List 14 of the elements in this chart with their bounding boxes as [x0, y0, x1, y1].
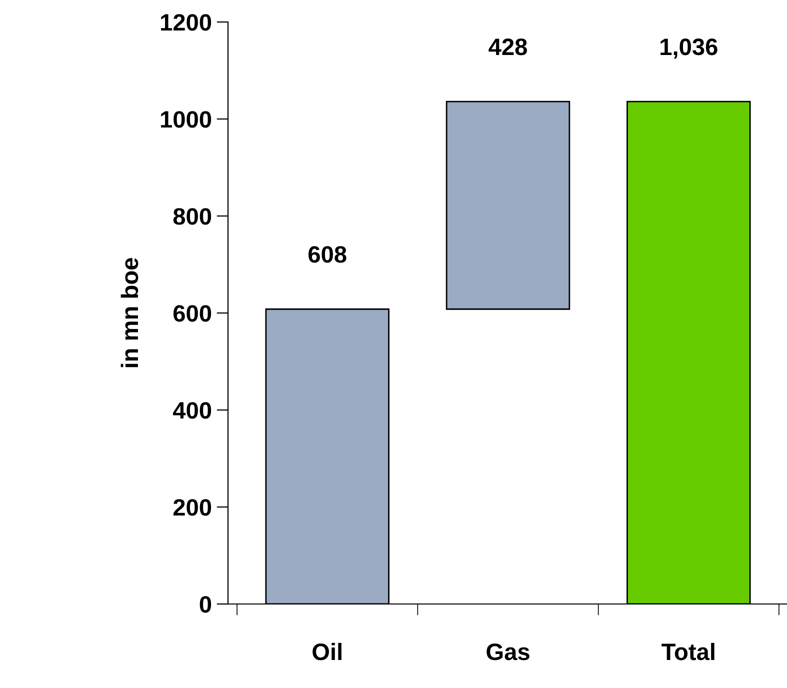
y-tick-label: 800: [173, 208, 212, 225]
data-label: 1,036: [660, 38, 718, 59]
x-tick-label: Oil: [312, 642, 342, 660]
x-tick-label: Gas: [486, 644, 530, 660]
y-tick-label: 1200: [160, 14, 212, 31]
x-tick-label: Total: [662, 642, 714, 660]
y-tick-label: 0: [200, 596, 212, 613]
y-tick-label: 1000: [160, 111, 212, 128]
y-tick-label: 200: [173, 499, 212, 516]
y-tick-label: 400: [172, 402, 212, 419]
y-tick-label: 600: [174, 305, 212, 322]
data-label: 608: [308, 246, 346, 263]
data-label: 428: [488, 38, 527, 56]
y-axis-title: in mn boe: [120, 258, 138, 368]
